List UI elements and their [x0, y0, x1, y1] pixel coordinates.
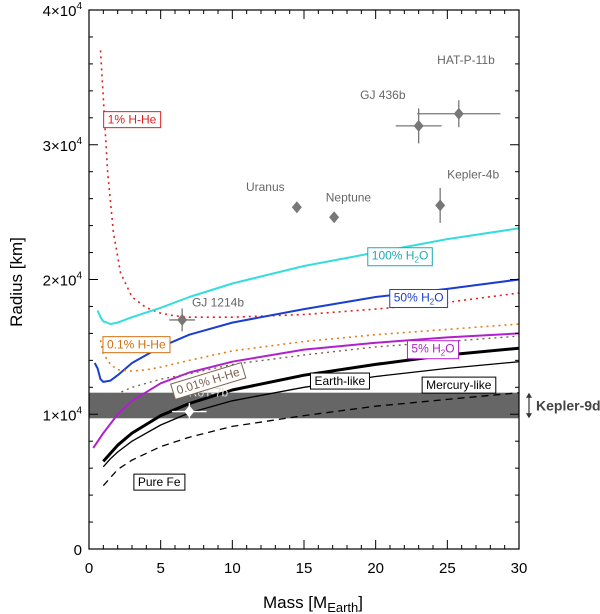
- x-tick-label: 25: [439, 560, 456, 577]
- series-label-100-h2o: 100% H2O: [367, 247, 433, 267]
- planet-neptune: Neptune: [326, 191, 372, 224]
- y-tick-label: 0: [74, 542, 82, 559]
- series-label-pure-fe: Pure Fe: [133, 473, 186, 491]
- planet-label: GJ 436b: [360, 88, 406, 102]
- y-tick-label-exp: 4: [76, 1, 82, 12]
- series-label-box: [133, 473, 186, 491]
- series-label-50-h2o: 50% H2O: [389, 289, 449, 309]
- series-label-text: Earth-like: [314, 374, 365, 388]
- series-0-1-h-he: [99, 323, 520, 372]
- series-5-h2o: [92, 332, 520, 449]
- series-label-sub: 2: [441, 349, 446, 358]
- kepler-9d-arrow-up-icon: [526, 392, 532, 398]
- x-axis-label-sub: Earth: [327, 600, 358, 614]
- series-label-main: Pure Fe: [138, 475, 181, 489]
- series-label-text: Mercury-like: [426, 378, 492, 392]
- series-label-text: 1% H-He: [108, 113, 157, 127]
- series-label-box: [406, 340, 460, 360]
- series-label-main: 100% H: [372, 249, 415, 263]
- kepler-9d-label: Kepler-9d: [536, 397, 600, 413]
- y-tick-label: 4×104: [43, 1, 83, 20]
- series-label-main: Mercury-like: [426, 378, 492, 392]
- series-label-main: 50% H: [394, 291, 430, 305]
- series-label-text: 5% H2O: [411, 342, 454, 358]
- x-tick-label: 20: [367, 560, 384, 577]
- y-tick-label: 1×104: [43, 405, 83, 424]
- series-label-text: 50% H2O: [394, 291, 444, 307]
- y-tick-label-base: 1×10: [43, 407, 77, 424]
- x-tick-label: 10: [224, 560, 241, 577]
- planet-label: Kepler-4b: [447, 167, 499, 181]
- x-axis-label: Mass [MEarth]: [263, 593, 363, 614]
- series-label-mercury-like: Mercury-like: [421, 376, 497, 394]
- series-label-box: [309, 372, 370, 390]
- series-label-1-h-he: 1% H-He: [103, 111, 162, 129]
- series-100-h2o: [96, 227, 520, 325]
- y-tick-label-base: 3×10: [43, 138, 77, 155]
- plot-frame: [88, 9, 520, 550]
- planet-label: Neptune: [326, 191, 372, 205]
- y-tick-label: 3×104: [43, 136, 83, 155]
- planet-uranus: Uranus: [246, 180, 302, 214]
- planet-diamond-marker: [329, 211, 340, 224]
- kepler-9d-arrow-down-icon: [526, 413, 532, 419]
- y-tick-label-base: 2×10: [43, 273, 77, 290]
- planet-diamond-marker: [453, 107, 464, 120]
- series-pure-fe: [102, 392, 520, 487]
- series-50-h2o: [93, 278, 520, 383]
- series-label-main: 0.1% H-He: [107, 338, 166, 352]
- planet-kepler-4b: Kepler-4b: [435, 167, 499, 223]
- y-tick-label-exp: 4: [76, 405, 82, 416]
- x-axis-label-close: ]: [358, 593, 363, 612]
- planet-gj-436b: GJ 436b: [360, 88, 442, 144]
- series-1-h-he: [99, 50, 520, 318]
- kepler-9d-band: [89, 392, 519, 419]
- series-label-box: [170, 361, 247, 401]
- series-label-main: 5% H: [411, 342, 440, 356]
- y-tick-label-exp: 4: [76, 271, 82, 282]
- y-tick-label: 2×104: [43, 271, 83, 290]
- series-label-box: [102, 336, 171, 354]
- series-label-text: Pure Fe: [138, 475, 181, 489]
- planet-diamond-marker: [413, 119, 424, 132]
- series-label-box: [103, 111, 162, 129]
- series-label-5-h2o: 5% H2O: [406, 340, 460, 360]
- series-label-after: O: [445, 342, 454, 356]
- series-label-main: Earth-like: [314, 374, 365, 388]
- series-label-0-1-h-he: 0.1% H-He: [102, 336, 171, 354]
- planet-diamond-marker: [184, 405, 195, 418]
- series-label-text: 100% H2O: [372, 249, 429, 265]
- series-label-main: 1% H-He: [108, 113, 157, 127]
- x-tick-label: 5: [156, 560, 164, 577]
- planet-diamond-marker: [291, 201, 302, 214]
- planet-label: HAT-P-11b: [437, 53, 495, 67]
- planet-diamond-marker: [435, 199, 446, 212]
- y-axis-label: Radius [km]: [7, 237, 26, 327]
- y-tick-label-base: 0: [74, 542, 82, 559]
- y-tick-label-exp: 4: [76, 136, 82, 147]
- series-label-text: 0.1% H-He: [107, 338, 166, 352]
- planet-label: Uranus: [246, 180, 285, 194]
- x-axis-label-main: Mass [M: [263, 593, 327, 612]
- planet-diamond-marker: [177, 313, 188, 326]
- series-label-after: O: [434, 291, 443, 305]
- series-label-box: [389, 289, 449, 309]
- planet-hat-p-11b: HAT-P-11b: [417, 53, 501, 128]
- series-label-after: O: [419, 249, 428, 263]
- series-label-box: [367, 247, 433, 267]
- planet-label: GJ 1214b: [192, 295, 244, 309]
- series-label-sub: 2: [414, 256, 419, 265]
- x-tick-label: 0: [85, 560, 93, 577]
- planet-gj-1214b: GJ 1214b: [169, 295, 244, 332]
- series-label-box: [421, 376, 497, 394]
- x-tick-label: 30: [511, 560, 528, 577]
- series-label-sub: 2: [430, 298, 435, 307]
- x-tick-label: 15: [296, 560, 313, 577]
- series-label-earth-like: Earth-like: [309, 372, 370, 390]
- y-tick-label-base: 4×10: [43, 3, 77, 20]
